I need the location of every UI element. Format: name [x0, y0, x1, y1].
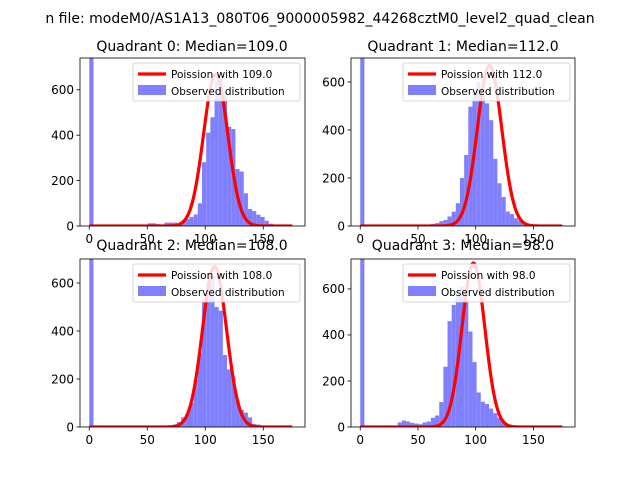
histogram-bar	[493, 413, 497, 427]
subplot-title: Quadrant 0: Median=109.0	[96, 39, 287, 55]
histogram-bar	[510, 214, 514, 226]
histogram-bar	[468, 331, 472, 427]
histogram-bar	[477, 392, 481, 427]
histogram-bar	[452, 305, 456, 427]
y-tick-label: 200	[322, 374, 345, 388]
histogram-bar	[215, 307, 219, 427]
y-tick-label: 200	[51, 372, 74, 386]
histogram-bar	[198, 203, 202, 226]
histogram-bar	[506, 212, 510, 226]
histogram-bar	[485, 103, 489, 226]
histogram-bar	[485, 404, 489, 427]
subplot-title: Quadrant 3: Median=98.0	[372, 238, 554, 254]
histogram-bar	[223, 355, 227, 427]
histogram-bar	[497, 183, 501, 226]
histogram-bar	[472, 362, 476, 427]
legend-label-poisson: Poission with 98.0	[441, 270, 536, 282]
y-tick-label: 200	[322, 171, 345, 185]
x-tick-label: 100	[464, 433, 487, 447]
figure-suptitle: n file: modeM0/AS1A13_080T06_9000005982_…	[45, 11, 594, 27]
y-tick-label: 600	[51, 276, 74, 290]
histogram-bar	[202, 162, 206, 226]
x-tick-label: 0	[356, 232, 364, 246]
histogram-bar	[219, 311, 223, 427]
y-tick-label: 400	[51, 324, 74, 338]
histogram-bar	[189, 217, 193, 226]
y-tick-label: 400	[322, 328, 345, 342]
legend-swatch-observed	[408, 85, 436, 95]
subplot-title: Quadrant 1: Median=112.0	[367, 39, 558, 55]
y-tick-label: 0	[66, 219, 74, 233]
y-tick-label: 400	[51, 128, 74, 142]
histogram-bar	[481, 95, 485, 226]
histogram-bar	[215, 81, 219, 226]
histogram-bar	[514, 218, 518, 226]
legend-label-observed: Observed distribution	[441, 287, 555, 299]
x-tick-label: 0	[85, 433, 93, 447]
legend-label-poisson: Poission with 109.0	[171, 69, 272, 81]
legend-swatch-observed	[408, 286, 436, 296]
subplot-quadrant-2: 0 50 100 150 0 200 400 600 Poission with 108.0 Ob…	[51, 238, 305, 447]
y-tick-label: 400	[322, 123, 345, 137]
x-tick-label: 150	[522, 433, 545, 447]
histogram-bar	[89, 58, 93, 226]
histogram-bar	[489, 409, 493, 427]
histogram-bar	[210, 117, 214, 226]
y-tick-label: 600	[51, 83, 74, 97]
legend-swatch-observed	[138, 85, 166, 95]
histogram-bar	[464, 300, 468, 427]
legend-label-observed: Observed distribution	[171, 287, 285, 299]
legend-label-poisson: Poission with 112.0	[441, 69, 542, 81]
y-tick-label: 0	[337, 219, 345, 233]
legend-label-poisson: Poission with 108.0	[171, 270, 272, 282]
histogram-bar	[360, 58, 364, 226]
legend: Poission with 109.0 Observed distribution	[133, 63, 300, 101]
y-tick-label: 0	[66, 420, 74, 434]
x-tick-label: 50	[410, 433, 425, 447]
histogram-bar	[481, 402, 485, 427]
y-tick-label: 600	[322, 282, 345, 296]
x-tick-label: 150	[252, 433, 275, 447]
histogram-bar	[360, 259, 364, 427]
histogram-bar	[489, 120, 493, 226]
legend: Poission with 98.0 Observed distribution	[403, 264, 570, 302]
legend-label-observed: Observed distribution	[441, 86, 555, 98]
legend-swatch-observed	[138, 286, 166, 296]
histogram-bar	[227, 369, 231, 427]
subplot-title: Quadrant 2: Median=108.0	[96, 238, 287, 254]
histogram-bar	[206, 133, 210, 226]
y-tick-label: 200	[51, 174, 74, 188]
x-tick-label: 50	[140, 433, 155, 447]
histogram-bar	[194, 214, 198, 226]
x-tick-label: 100	[194, 433, 217, 447]
x-tick-label: 0	[356, 433, 364, 447]
histogram-bar	[493, 159, 497, 226]
x-tick-label: 0	[85, 232, 93, 246]
y-tick-label: 600	[322, 75, 345, 89]
legend: Poission with 112.0 Observed distribution	[403, 63, 570, 101]
histogram-bar	[89, 259, 93, 427]
histogram-bar	[502, 197, 506, 226]
legend: Poission with 108.0 Observed distribution	[133, 264, 300, 302]
subplot-quadrant-3: 0 50 100 150 0 200 400 600 Poission with 98.0 Obs…	[322, 238, 575, 447]
legend-label-observed: Observed distribution	[171, 86, 285, 98]
y-tick-label: 0	[337, 420, 345, 434]
